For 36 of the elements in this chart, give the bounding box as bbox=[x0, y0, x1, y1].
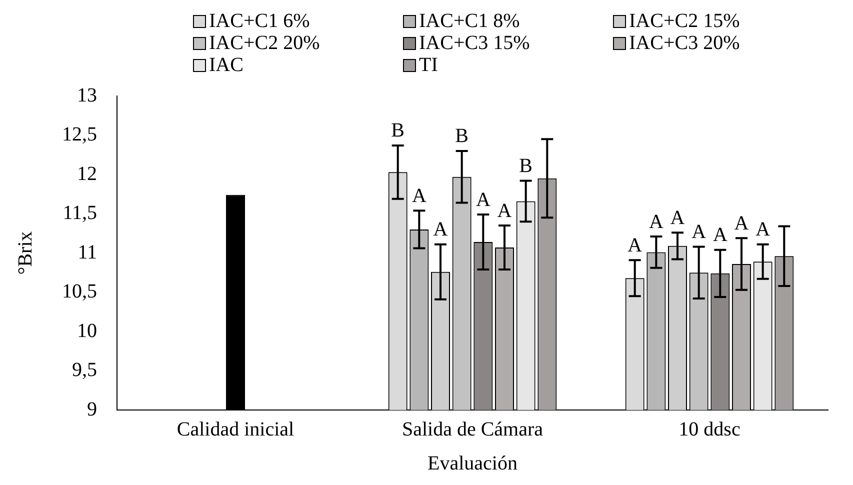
legend-label: IAC+C1 8% bbox=[419, 10, 520, 32]
data-label: A bbox=[648, 210, 664, 233]
legend-label: IAC+C1 6% bbox=[209, 10, 310, 32]
legend-label: IAC bbox=[209, 54, 244, 76]
data-label: B bbox=[519, 155, 532, 178]
y-axis-title: °Brix bbox=[14, 231, 36, 275]
legend-label: TI bbox=[419, 54, 438, 76]
data-label: A bbox=[412, 184, 427, 207]
data-label: A bbox=[712, 224, 728, 246]
x-axis-title: Evaluación bbox=[428, 452, 518, 474]
x-tick-label: Calidad inicial bbox=[176, 418, 295, 440]
y-tick-label: 9,5 bbox=[72, 359, 97, 381]
data-label: B bbox=[455, 125, 469, 148]
data-label: A bbox=[476, 188, 491, 211]
data-label: A bbox=[670, 206, 686, 229]
y-tick-label: 10,5 bbox=[62, 280, 97, 302]
y-tick-label: 9 bbox=[87, 398, 97, 420]
y-tick-label: 12 bbox=[77, 162, 97, 185]
data-label: A bbox=[692, 220, 707, 243]
y-tick-label: 13 bbox=[77, 84, 97, 106]
data-label: A bbox=[433, 218, 448, 241]
x-tick-label: Salida de Cámara bbox=[402, 418, 544, 440]
data-label: A bbox=[628, 234, 643, 256]
y-tick-label: 12,5 bbox=[62, 124, 97, 146]
data-label: A bbox=[756, 218, 771, 241]
data-label: B bbox=[391, 120, 405, 142]
x-tick-label: 10 ddsc bbox=[678, 418, 740, 440]
y-tick-label: 11 bbox=[78, 241, 97, 264]
legend-label: IAC+C2 15% bbox=[629, 10, 740, 32]
data-label: A bbox=[497, 200, 512, 222]
legend-label: IAC+C3 15% bbox=[419, 32, 530, 54]
legend-label: IAC+C2 20% bbox=[209, 32, 320, 54]
data-label: A bbox=[734, 212, 750, 234]
legend-label: IAC+C3 20% bbox=[629, 32, 740, 54]
y-tick-label: 10 bbox=[77, 320, 97, 342]
y-tick-label: 11,5 bbox=[62, 202, 97, 224]
